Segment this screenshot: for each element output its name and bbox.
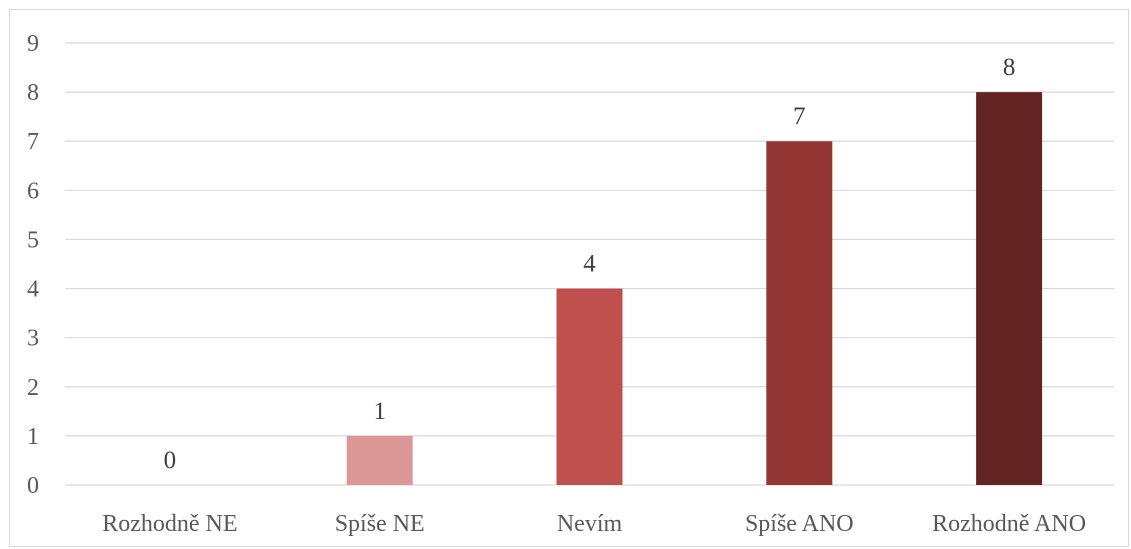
x-tick-label: Spíše ANO [745,511,854,537]
data-label: 1 [373,398,386,425]
y-tick-label: 6 [27,178,39,204]
bar [346,435,413,485]
data-label: 7 [793,103,806,130]
x-tick-label: Rozhodně ANO [932,511,1086,537]
x-tick-label: Spíše NE [335,511,425,537]
y-tick-label: 5 [27,227,39,253]
y-tick-label: 7 [27,129,39,155]
data-label: 0 [164,447,177,474]
bar [556,288,623,485]
x-tick-label: Nevím [557,511,623,537]
data-label: 8 [1003,54,1016,81]
bar [766,141,833,485]
x-tick-label: Rozhodně NE [102,511,237,537]
y-tick-label: 0 [27,473,39,499]
data-label: 4 [583,251,596,278]
y-tick-label: 3 [27,326,39,352]
y-tick-label: 1 [27,424,39,450]
y-tick-label: 8 [27,80,39,106]
y-tick-label: 4 [27,277,39,303]
y-tick-label: 2 [27,375,39,401]
bar [976,92,1043,485]
y-tick-label: 9 [27,31,39,57]
